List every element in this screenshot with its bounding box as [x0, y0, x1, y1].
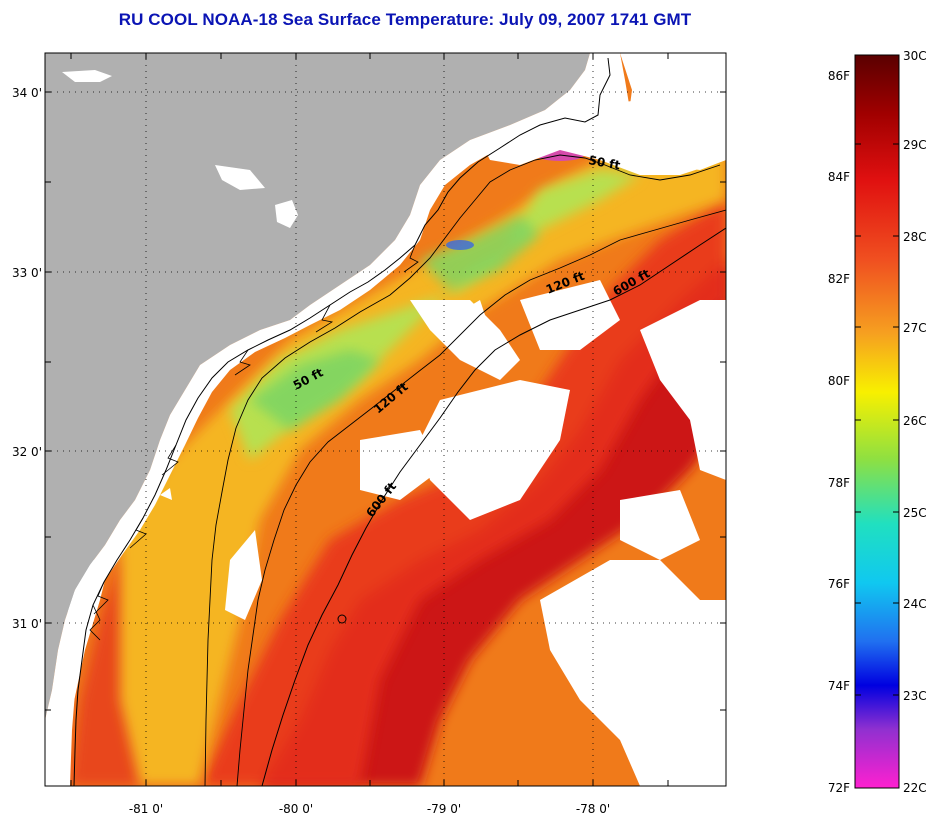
coastline-detail [89, 244, 419, 641]
isobath-600ft [261, 227, 726, 786]
nearshore-green-patch-2 [420, 215, 540, 290]
colorbar-celsius-label: 24C [903, 597, 927, 611]
seamount-marker [337, 614, 347, 624]
isobath-50ft [204, 154, 721, 786]
lat-label: 34 0' [12, 86, 42, 100]
shelf-yellow-zone [120, 140, 726, 786]
colorbar-celsius-label: 30C [903, 49, 927, 63]
inland-lakes [62, 70, 298, 500]
lat-label: 32 0' [12, 445, 42, 459]
colorbar-celsius-label: 28C [903, 230, 927, 244]
colorbar-celsius-label: 26C [903, 414, 927, 428]
colorbar-fahrenheit-label: 84F [828, 170, 850, 184]
colorbar-fahrenheit-label: 76F [828, 577, 850, 591]
map-frame [44, 52, 727, 787]
colorbar-celsius-label: 25C [903, 506, 927, 520]
colorbar-fahrenheit-label: 74F [828, 679, 850, 693]
colorbar-celsius-label: 22C [903, 781, 927, 795]
lon-label: -79 0' [427, 802, 461, 816]
colorbar-celsius-label: 29C [903, 138, 927, 152]
lat-label: 33 0' [12, 266, 42, 280]
cold-spot [446, 240, 474, 250]
map-title: RU COOL NOAA-18 Sea Surface Temperature:… [118, 10, 692, 29]
colorbar-fahrenheit-label: 78F [828, 476, 850, 490]
cape-region [620, 53, 726, 170]
colorbar-fahrenheit-label: 82F [828, 272, 850, 286]
colorbar-fahrenheit-label: 80F [828, 374, 850, 388]
colorbar-fahrenheit-label: 72F [828, 781, 850, 795]
colorbar-ramp [854, 54, 900, 789]
isobath-120ft [236, 209, 726, 786]
graticule [45, 53, 726, 786]
colorbar-celsius-label: 27C [903, 321, 927, 335]
contour-label-50ft: 50 ft [587, 153, 621, 172]
colorbar-fahrenheit-label: 86F [828, 69, 850, 83]
nearshore-white-band [45, 53, 630, 786]
colorbar-celsius-label: 23C [903, 689, 927, 703]
axis-ticks [45, 53, 726, 786]
land-mass [45, 53, 590, 720]
lon-label: -81 0' [129, 802, 163, 816]
nearshore-green-patch [250, 350, 380, 430]
lon-label: -78 0' [576, 802, 610, 816]
lon-label: -80 0' [279, 802, 313, 816]
colorbar-ticks [855, 143, 899, 696]
lat-label: 31 0' [12, 617, 42, 631]
